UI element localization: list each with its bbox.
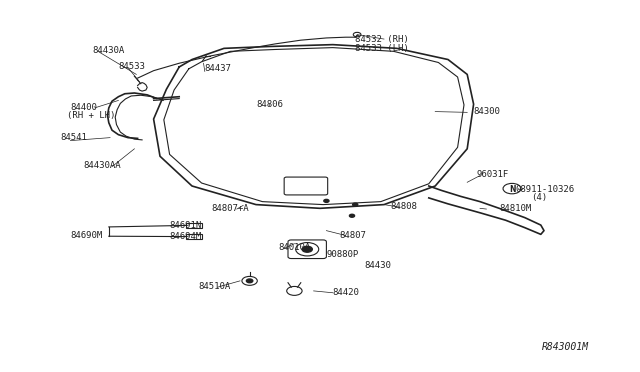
Circle shape: [321, 188, 326, 191]
Text: 84691N: 84691N: [170, 221, 202, 230]
Text: N: N: [509, 185, 515, 194]
Text: 84300: 84300: [474, 107, 500, 116]
Circle shape: [324, 199, 329, 202]
Text: 84808: 84808: [390, 202, 417, 211]
Circle shape: [349, 214, 355, 217]
Text: 84532 (RH): 84532 (RH): [355, 35, 409, 44]
Circle shape: [246, 279, 253, 283]
Text: 84430A: 84430A: [93, 46, 125, 55]
Text: 84437: 84437: [205, 64, 232, 73]
Text: 84430: 84430: [365, 262, 392, 270]
Text: 84430AA: 84430AA: [83, 161, 121, 170]
Text: 96031F: 96031F: [477, 170, 509, 179]
FancyBboxPatch shape: [288, 240, 326, 259]
Bar: [186, 223, 202, 228]
FancyBboxPatch shape: [284, 177, 328, 195]
Text: (RH + LH): (RH + LH): [67, 111, 116, 120]
Text: 84010A: 84010A: [278, 243, 310, 252]
Text: 84400: 84400: [70, 103, 97, 112]
Text: 84806: 84806: [256, 100, 283, 109]
Text: 08911-10326: 08911-10326: [515, 185, 574, 194]
Text: 84807: 84807: [339, 231, 366, 240]
Text: (4): (4): [531, 193, 547, 202]
Text: 84810M: 84810M: [499, 204, 531, 213]
Text: 84420: 84420: [333, 288, 360, 296]
Text: 84510A: 84510A: [198, 282, 230, 291]
Text: 84694M: 84694M: [170, 232, 202, 241]
Text: 84690M: 84690M: [70, 231, 102, 240]
Text: 84533 (LH): 84533 (LH): [355, 44, 409, 53]
Bar: [186, 234, 202, 239]
Circle shape: [302, 246, 312, 252]
Circle shape: [353, 203, 358, 206]
Text: R843001M: R843001M: [542, 341, 589, 352]
Text: 84807+A: 84807+A: [211, 204, 249, 213]
Text: 84533: 84533: [118, 62, 145, 71]
Text: 84541: 84541: [61, 133, 88, 142]
Text: 90880P: 90880P: [326, 250, 358, 259]
